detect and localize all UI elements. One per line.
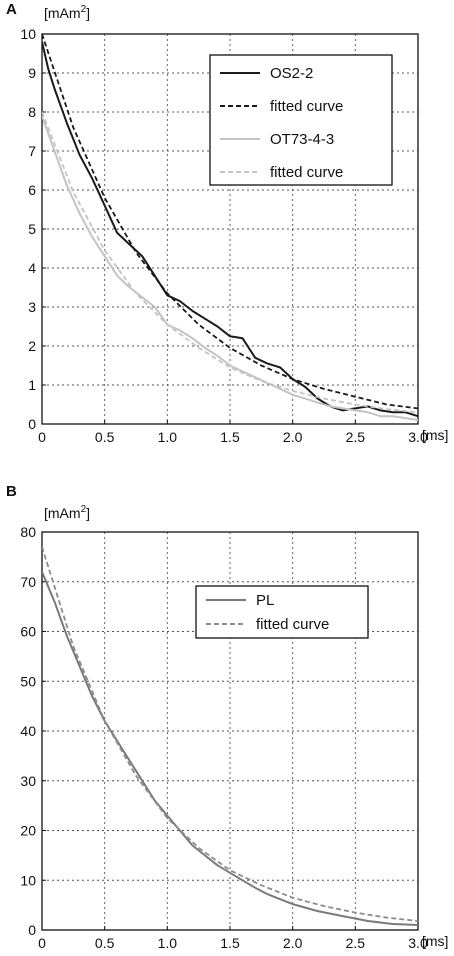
- series-line-0: [42, 41, 418, 418]
- series-line-3: [42, 111, 418, 414]
- series-group: [42, 546, 418, 926]
- x-tick-label: 2.0: [283, 935, 303, 951]
- x-tick-label: 1.5: [220, 935, 240, 951]
- x-tick-label: 1.0: [158, 429, 178, 445]
- legend-label: OS2-2: [270, 65, 313, 82]
- y-unit-superscript: 2: [81, 504, 87, 515]
- y-tick-label: 0: [28, 416, 36, 432]
- legend-box: [195, 585, 369, 639]
- panel-label: B: [6, 483, 17, 500]
- x-tick-label: 0.5: [95, 429, 115, 445]
- y-tick-label: 10: [20, 26, 36, 42]
- x-tick-label: 1.5: [220, 429, 240, 445]
- x-tick-label: 2.5: [346, 429, 366, 445]
- y-tick-label: 0: [28, 922, 36, 938]
- chart-panel-b: B [mAm2] 0 0.5 1.0 1.5 2.0 2.5 3.0[ms] 0 10 20 30 40 5…: [6, 483, 448, 951]
- legend-label: fitted curve: [270, 164, 343, 181]
- legend-box: [209, 54, 393, 186]
- x-tick-label: 0.5: [95, 935, 115, 951]
- series-line-1: [42, 546, 418, 922]
- y-unit-text: [mAm: [44, 5, 81, 21]
- y-axis-unit-label: [mAm2]: [44, 4, 90, 21]
- y-tick-label: 6: [28, 182, 36, 198]
- y-unit-text: [mAm: [44, 505, 81, 521]
- series-group: [42, 34, 418, 422]
- y-tick-label: 40: [20, 723, 36, 739]
- x-tick-label: 0: [38, 429, 46, 445]
- y-tick-label: 3: [28, 299, 36, 315]
- y-tick-label: 20: [20, 823, 36, 839]
- y-tick-label: 30: [20, 773, 36, 789]
- y-tick-label: 2: [28, 338, 36, 354]
- y-tick-label: 4: [28, 260, 36, 276]
- y-tick-label: 7: [28, 143, 36, 159]
- x-tick-label: 0: [38, 935, 46, 951]
- y-tick-label: 70: [20, 574, 36, 590]
- y-tick-label: 1: [28, 377, 36, 393]
- chart-panel-a: A [mAm2]0 0.5 1.0 1.5 2.0 2.5 3.0[ms]0123456789…: [6, 1, 448, 445]
- x-axis-unit-label: [ms]: [422, 427, 448, 443]
- y-tick-label: 9: [28, 65, 36, 81]
- legend: OS2-2 fitted curve OT73-4-3 fitted curve: [209, 54, 393, 186]
- y-unit-superscript: 2: [81, 4, 87, 15]
- y-tick-label: 50: [20, 673, 36, 689]
- x-axis-unit-label: [ms]: [422, 933, 448, 949]
- legend-label: PL: [256, 592, 274, 609]
- x-tick-label: 2.0: [283, 429, 303, 445]
- series-line-0: [42, 571, 418, 926]
- legend: PL fitted curve: [195, 585, 369, 639]
- x-tick-label: 1.0: [158, 935, 178, 951]
- x-tick-label: 2.5: [346, 935, 366, 951]
- y-tick-label: 60: [20, 624, 36, 640]
- panel-label: A: [6, 1, 17, 18]
- series-line-2: [42, 115, 418, 422]
- x-tick-label: 3.0: [408, 429, 428, 445]
- y-tick-label: 80: [20, 524, 36, 540]
- y-tick-label: 5: [28, 221, 36, 237]
- legend-label: OT73-4-3: [270, 131, 334, 148]
- y-axis-unit-label: [mAm2]: [44, 504, 90, 521]
- legend-label: fitted curve: [270, 98, 343, 115]
- x-tick-label: 3.0: [408, 935, 428, 951]
- legend-label: fitted curve: [256, 616, 329, 633]
- y-tick-label: 10: [20, 872, 36, 888]
- y-tick-label: 8: [28, 104, 36, 120]
- series-line-1: [42, 34, 418, 410]
- y-unit-close: ]: [86, 505, 90, 521]
- y-unit-close: ]: [86, 5, 90, 21]
